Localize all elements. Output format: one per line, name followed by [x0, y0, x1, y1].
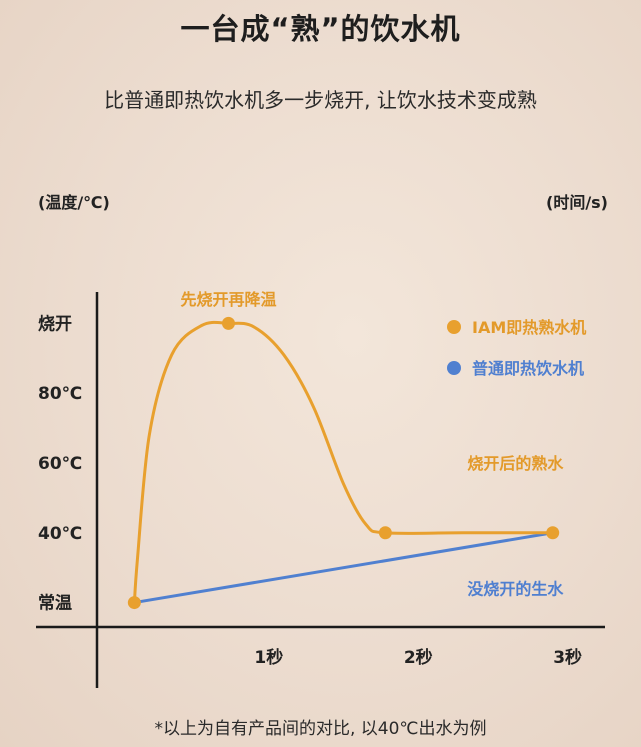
y-tick-label: 60℃	[38, 454, 82, 474]
x-tick-label: 1秒	[254, 647, 283, 668]
y-tick-label: 40℃	[38, 524, 82, 544]
page-title: 一台成“熟”的饮水机	[180, 12, 461, 46]
y-tick-label: 常温	[38, 593, 72, 614]
chart-legend: IAM即热熟水机 普通即热饮水机	[447, 318, 586, 378]
footnote: *以上为自有产品间的对比, 以40℃出水为例	[154, 719, 487, 739]
chart-annotation: 没烧开的生水	[467, 580, 564, 599]
y-tick-label: 80℃	[38, 384, 82, 404]
x-tick-label: 3秒	[553, 647, 582, 668]
legend-swatch-iam	[447, 320, 461, 334]
y-axis-title: (温度/℃)	[38, 193, 110, 212]
page-subtitle: 比普通即热饮水机多一步烧开, 让饮水技术变成熟	[104, 88, 537, 112]
y-tick-label: 烧开	[38, 314, 72, 334]
x-axis-title: (时间/s)	[546, 193, 608, 212]
legend-label-iam: IAM即热熟水机	[472, 318, 586, 337]
x-tick-label: 2秒	[404, 647, 433, 668]
legend-swatch-ordinary	[447, 361, 461, 375]
data-point-marker	[127, 596, 141, 610]
chart-annotation: 先烧开再降温	[180, 290, 276, 309]
chart-annotation: 烧开后的熟水	[467, 454, 564, 473]
data-point-marker	[221, 316, 235, 330]
series-line-ordinary	[132, 531, 555, 605]
data-point-marker	[378, 526, 392, 540]
legend-label-ordinary: 普通即热饮水机	[472, 359, 584, 378]
data-point-marker	[546, 526, 560, 540]
